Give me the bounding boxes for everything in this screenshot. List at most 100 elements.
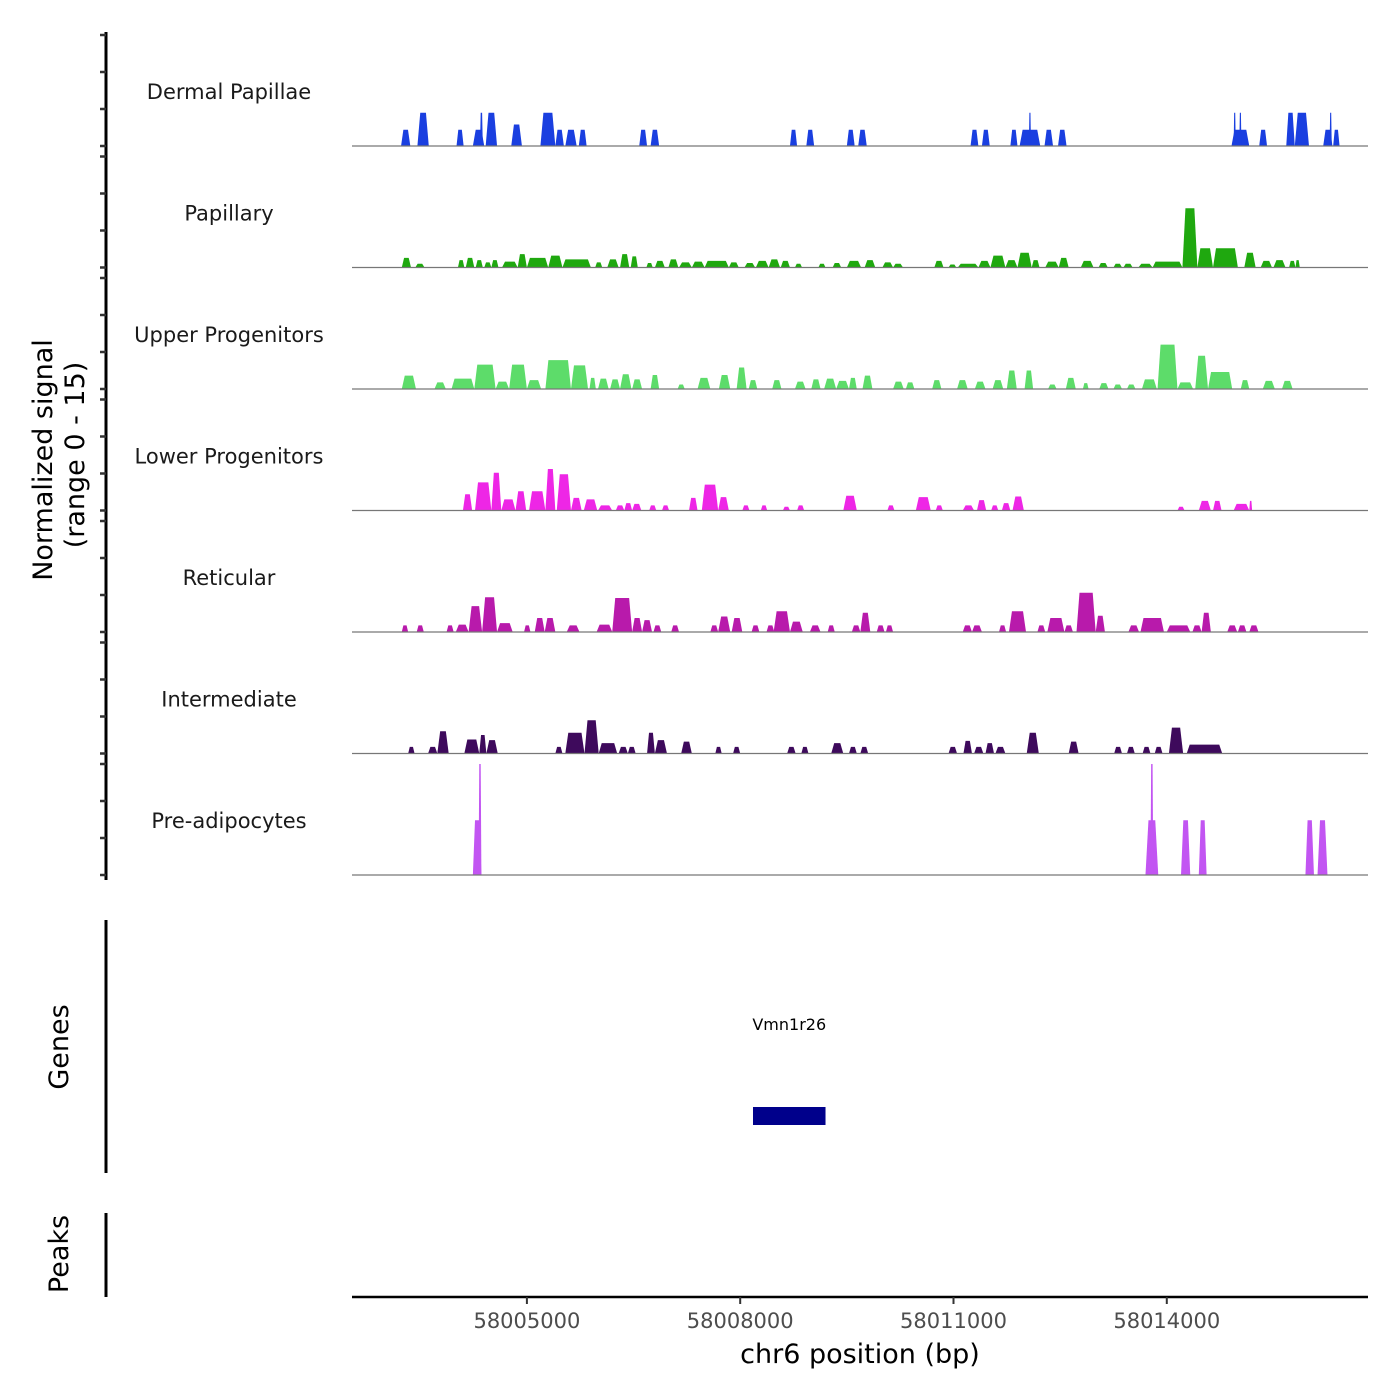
signal-peak (511, 124, 522, 146)
signal-peak (612, 597, 633, 632)
signal-peak (620, 254, 630, 268)
signal-peak (755, 260, 769, 268)
signal-peak (1113, 384, 1122, 389)
signal-peak (630, 256, 638, 268)
signal-peak (671, 625, 680, 632)
signal-peak (1028, 112, 1031, 146)
signal-peak (401, 625, 409, 632)
signal-peak (517, 254, 527, 268)
signal-peak (962, 505, 975, 511)
signal-peak (544, 617, 556, 632)
coverage-tracks: Dermal Papillae Papillary Upper Progenitor… (134, 80, 1368, 876)
x-axis-title: chr6 position (bp) (740, 1339, 980, 1370)
signal-peak (851, 625, 861, 632)
signal-peak (1197, 248, 1214, 268)
signal-peak (408, 746, 415, 754)
signal-peak (742, 505, 750, 511)
signal-peak (689, 497, 698, 511)
signal-peak (465, 257, 475, 268)
signal-peak (893, 263, 904, 268)
signal-peak (957, 380, 968, 389)
signal-peak (615, 505, 625, 511)
signal-peak (718, 616, 731, 632)
signal-peak (661, 505, 670, 511)
signal-peak (1044, 129, 1054, 146)
gene-body (752, 1107, 826, 1125)
signal-peak (991, 505, 999, 511)
signal-peak (642, 620, 653, 632)
signal-peak (1294, 112, 1309, 146)
signal-peak (570, 497, 582, 511)
signal-peak (736, 367, 747, 389)
signal-peak (1048, 384, 1057, 389)
signal-peak (992, 380, 1004, 389)
signal-peak (485, 112, 498, 146)
signal-peak (858, 129, 867, 146)
signal-peak (428, 746, 438, 754)
signal-peak (1195, 355, 1209, 389)
signal-peak (995, 746, 1006, 754)
signal-peak (545, 469, 556, 511)
signal-peak (565, 129, 577, 146)
signal-peak (827, 625, 835, 632)
signal-peak (701, 484, 719, 511)
signal-peak (1065, 377, 1076, 389)
signal-peak (1026, 732, 1039, 754)
signal-peak (1099, 383, 1109, 389)
signal-peak (668, 259, 679, 268)
signal-peak (794, 381, 806, 389)
signal-peak (482, 597, 498, 632)
signal-peak (836, 380, 849, 389)
signal-peak (437, 731, 449, 754)
signal-peak (596, 624, 613, 632)
signal-peak (1017, 252, 1032, 268)
signal-peak (957, 263, 979, 268)
x-axis-ticks: 58005000 58008000 58011000 58014000 (473, 1297, 1220, 1333)
signal-peak (831, 743, 844, 754)
signal-peak (1260, 260, 1273, 268)
track-lower-progenitors: Lower Progenitors (135, 445, 1368, 512)
x-tick-label: 58011000 (900, 1309, 1007, 1333)
signal-peak (1198, 820, 1207, 875)
signal-peak (415, 263, 425, 268)
signal-peak (843, 495, 857, 511)
signal-peak (464, 739, 480, 754)
signal-peak (650, 374, 660, 389)
signal-peak (710, 625, 719, 632)
signal-peak (1047, 617, 1065, 632)
signal-peak (468, 606, 483, 632)
signal-peak (1157, 344, 1178, 389)
signal-peak (1058, 129, 1067, 146)
signal-peak (860, 612, 871, 632)
track-label: Dermal Papillae (147, 80, 311, 104)
signal-peak (451, 378, 475, 389)
signal-peak (416, 625, 424, 632)
signal-peak (882, 262, 894, 268)
signal-peak (935, 505, 943, 511)
signal-peak (1333, 129, 1340, 146)
signal-peak (526, 380, 542, 389)
x-tick-label: 58008000 (687, 1309, 794, 1333)
signal-peak (1140, 617, 1164, 632)
signal-peak (1005, 260, 1018, 268)
signal-peak (1141, 379, 1157, 389)
signal-peak (562, 259, 591, 268)
signal-peak (760, 505, 768, 511)
signal-peak (733, 746, 741, 754)
signal-peak (677, 384, 685, 389)
x-tick-label: 58005000 (473, 1309, 580, 1333)
track-label: Upper Progenitors (134, 323, 324, 347)
signal-peak (501, 499, 516, 511)
signal-peak (632, 617, 643, 632)
signal-peak (509, 364, 527, 389)
signal-peak (1068, 741, 1079, 754)
signal-peak (990, 255, 1006, 268)
signal-peak (598, 743, 618, 754)
genes-track: Vmn1r26 (752, 1015, 826, 1125)
signal-peak (1082, 383, 1089, 389)
signal-peak (620, 374, 632, 389)
signal-peak (589, 377, 596, 389)
signal-peak (905, 382, 915, 389)
signal-peak (744, 263, 756, 268)
genes-track-title: Genes (44, 1004, 75, 1089)
